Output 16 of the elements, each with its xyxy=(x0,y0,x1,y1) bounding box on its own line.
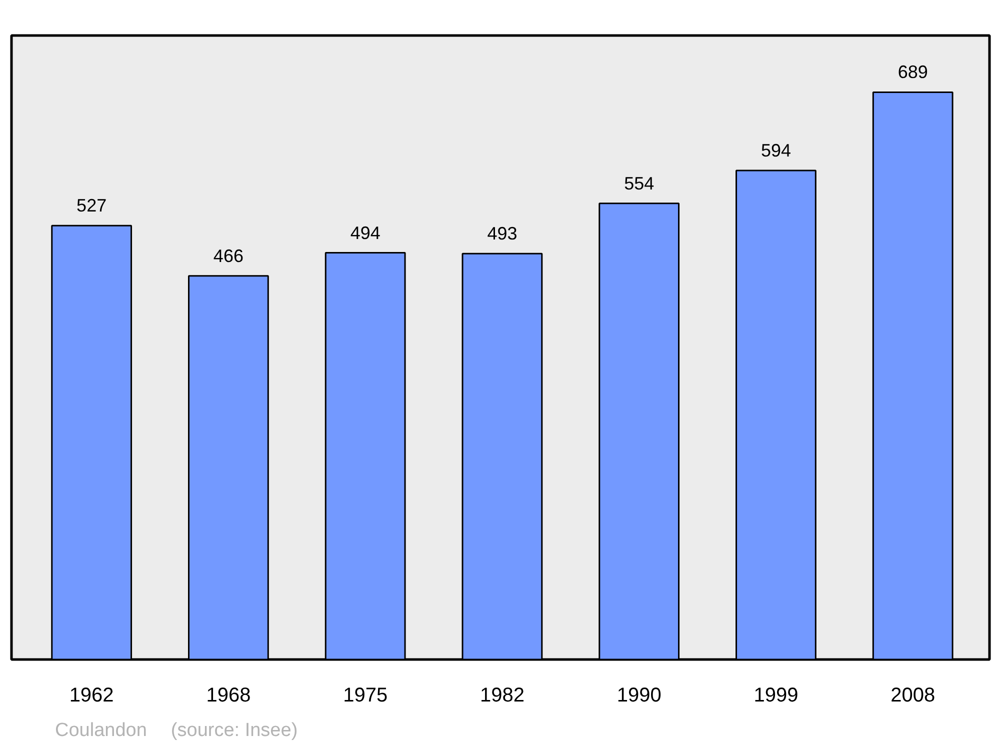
data-label: 466 xyxy=(213,246,244,266)
x-tick-label: 1968 xyxy=(206,684,251,706)
text: (source: Insee) xyxy=(170,720,298,741)
data-label: 527 xyxy=(76,196,107,216)
x-tick-label: 2008 xyxy=(890,684,936,706)
data-label: 494 xyxy=(350,222,380,243)
data-label: 594 xyxy=(760,140,791,160)
x-tick-label: 1982 xyxy=(480,684,524,706)
data-label: 689 xyxy=(898,62,928,82)
data-label: 554 xyxy=(624,173,654,194)
text: Coulandon xyxy=(55,720,147,741)
x-tick-label: 1990 xyxy=(616,684,662,706)
data-label: 493 xyxy=(487,224,518,244)
x-tick-label: 1999 xyxy=(754,684,798,706)
x-tick-label: 1962 xyxy=(69,684,114,706)
x-tick-label: 1975 xyxy=(343,684,388,706)
